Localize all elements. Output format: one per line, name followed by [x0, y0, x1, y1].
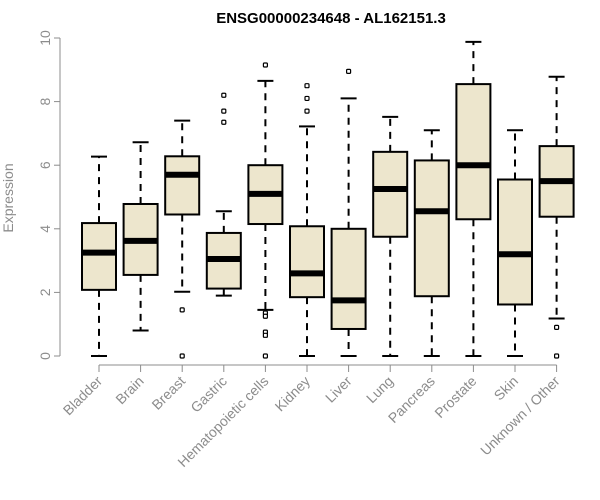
outlier-point	[262, 62, 268, 68]
x-tick-label: Breast	[148, 373, 188, 413]
x-tick-label: Kidney	[272, 373, 314, 415]
x-tick-label: Lung	[363, 373, 396, 406]
outlier-point	[262, 313, 268, 319]
y-tick-label: 6	[37, 161, 53, 169]
outlier-point	[179, 353, 185, 359]
y-axis-label: Expression	[0, 163, 16, 232]
outlier-point	[304, 108, 310, 114]
box-kidney	[289, 83, 325, 357]
box-unknown-other	[538, 75, 575, 359]
box-breast	[164, 119, 201, 359]
box-gastric	[205, 92, 242, 297]
x-tick-label: Unknown / Other	[477, 373, 563, 459]
outlier-point	[262, 332, 268, 338]
outlier-point	[304, 95, 310, 102]
x-tick-label: Prostate	[431, 373, 479, 421]
box-pancreas	[413, 129, 450, 357]
y-axis: 0 2 4 6 8 10	[37, 30, 61, 360]
boxes-group	[81, 40, 575, 359]
iqr-box	[413, 159, 450, 298]
outlier-point	[346, 68, 352, 74]
x-tick-label: Skin	[491, 373, 522, 404]
iqr-box	[455, 83, 492, 221]
iqr-box	[164, 155, 201, 216]
box-brain	[122, 141, 159, 332]
y-tick-label: 8	[37, 97, 53, 105]
box-lung	[372, 115, 409, 357]
box-skin	[497, 129, 533, 357]
outlier-point	[221, 119, 227, 125]
outlier-point	[179, 307, 185, 313]
iqr-box	[81, 222, 117, 291]
y-tick-label: 0	[37, 352, 53, 360]
chart-title: ENSG00000234648 - AL162151.3	[216, 10, 446, 27]
box-liver	[330, 68, 367, 357]
outlier-point	[553, 324, 560, 330]
outlier-point	[221, 108, 227, 114]
y-tick-label: 4	[37, 225, 53, 233]
x-tick-label: Brain	[112, 373, 146, 407]
iqr-box	[497, 178, 533, 306]
outlier-point	[221, 92, 227, 98]
outlier-point	[304, 83, 310, 89]
outlier-point	[262, 353, 268, 359]
iqr-box	[372, 150, 409, 238]
box-hematopoietic-cells	[247, 62, 284, 359]
box-bladder	[81, 155, 117, 357]
x-tick-label: Bladder	[60, 373, 106, 419]
iqr-box	[289, 225, 325, 299]
y-tick-label: 2	[37, 288, 53, 296]
box-prostate	[455, 40, 492, 357]
outlier-point	[553, 353, 560, 359]
y-tick-label: 10	[37, 30, 53, 46]
x-tick-label: Liver	[322, 373, 355, 406]
iqr-box	[330, 227, 367, 330]
